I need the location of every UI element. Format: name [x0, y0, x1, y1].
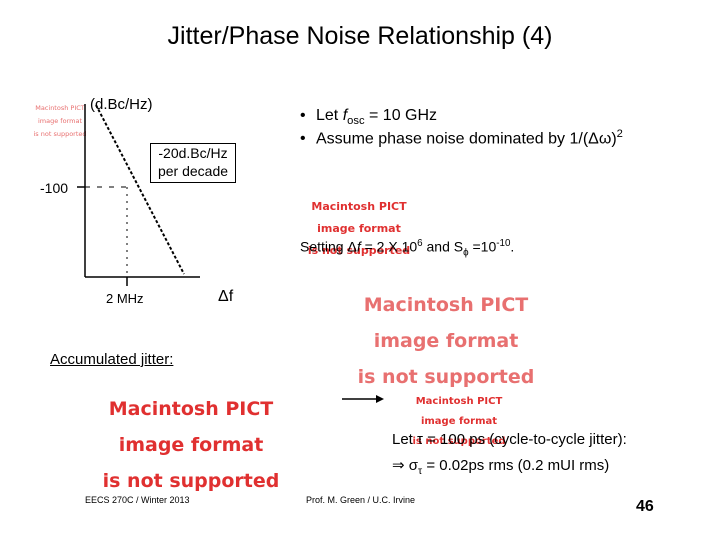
x-axis-label: Δf: [218, 288, 234, 305]
pict-placeholder-bottom-left: Macintosh PICT image format is not suppo…: [102, 398, 280, 493]
pict-placeholder-large: Macintosh PICT image format is not suppo…: [357, 294, 535, 389]
footer-course: EECS 270C / Winter 2013: [85, 495, 190, 505]
page-number: 46: [636, 498, 654, 515]
pict-placeholder-small: Macintosh PICT image format is not suppo…: [33, 103, 87, 138]
bullet-fosc: • Let fosc = 10 GHz: [300, 107, 438, 128]
pict-placeholder-medium: Macintosh PICT image format is not suppo…: [307, 200, 411, 257]
result-line-1: Let τ = 100 ps (cycle-to-cycle jitter):: [392, 431, 627, 448]
level-label: -100: [40, 180, 69, 196]
slope-label: -20d.Bc/Hz per decade: [150, 143, 236, 183]
result-line-2: ⇒ στ = 0.02ps rms (0.2 mUI rms): [392, 457, 610, 477]
slide-title: Jitter/Phase Noise Relationship (4): [167, 22, 553, 50]
corner-frequency-label: 2 MHz: [106, 291, 144, 306]
bullet-assumption: • Assume phase noise dominated by 1/(Δω)2: [300, 128, 623, 148]
result-arrowhead: [376, 395, 384, 403]
footer-author: Prof. M. Green / U.C. Irvine: [306, 495, 416, 505]
y-axis-unit-label: (d.Bc/Hz): [90, 96, 153, 113]
accumulated-jitter-label: Accumulated jitter:: [50, 351, 174, 368]
pict-placeholder-bottom-right: Macintosh PICT image format is not suppo…: [412, 396, 506, 447]
slope-line: [95, 104, 185, 275]
setting-line: Setting Δf = 2 X 106 and Sϕ =10-10.: [300, 238, 515, 259]
